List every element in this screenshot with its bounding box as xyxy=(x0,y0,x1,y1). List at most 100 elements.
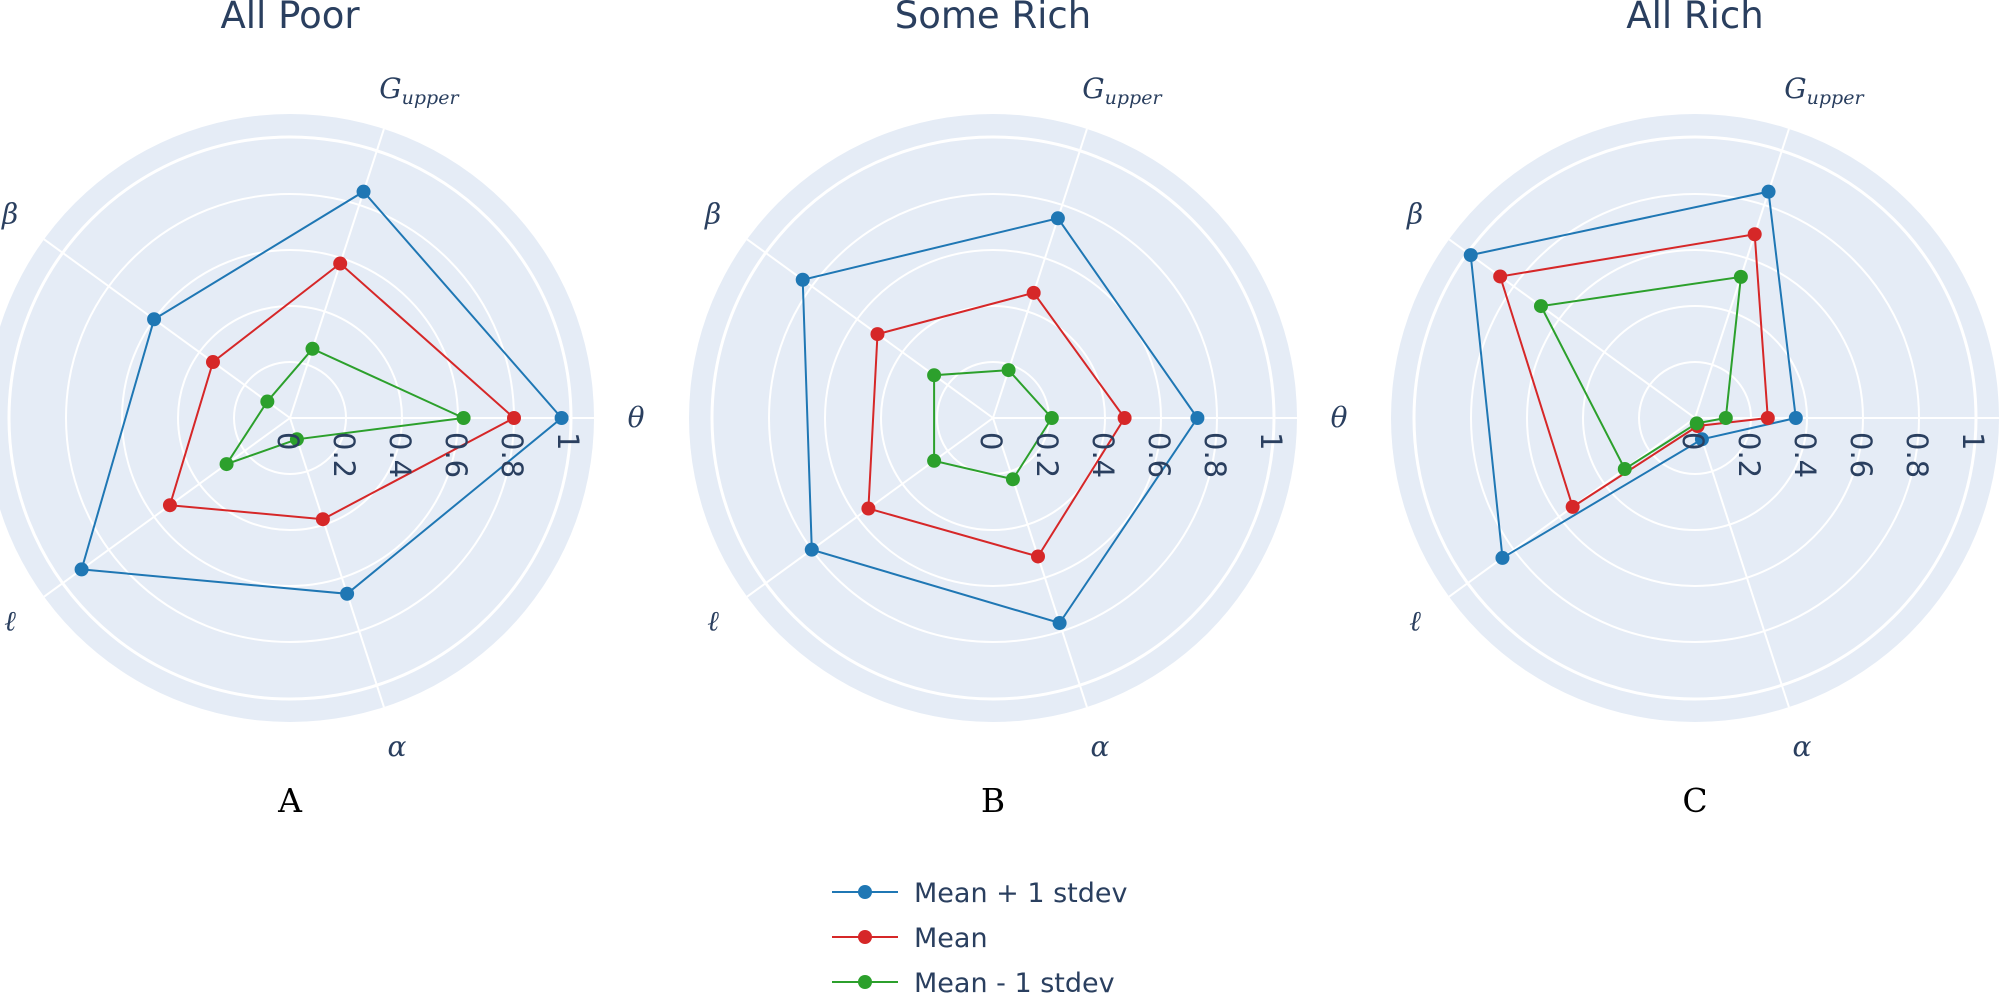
grid-spoke xyxy=(1694,417,1790,708)
data-point xyxy=(1463,248,1478,263)
data-point xyxy=(289,432,304,447)
series-line xyxy=(80,190,564,595)
legend-label: Mean xyxy=(914,923,988,954)
radar-panel-b: 0 0.2 0.4 0.6 0.8 1 θ Gupper β ℓ α Some Rich B xyxy=(689,0,1348,820)
data-point xyxy=(804,542,819,557)
data-point xyxy=(305,341,320,356)
tick-label: 0.8 xyxy=(1198,432,1232,478)
data-point xyxy=(1005,472,1020,487)
axis-label: ℓ xyxy=(4,604,16,637)
tick-label: 1 xyxy=(551,432,585,450)
tick-label: 0.6 xyxy=(1142,432,1176,478)
axis-label: α xyxy=(1090,730,1109,763)
chart-title: All Rich xyxy=(1626,0,1763,37)
data-point xyxy=(861,501,876,516)
data-point xyxy=(927,368,942,383)
chart-title: All Poor xyxy=(220,0,360,37)
data-point xyxy=(456,411,471,425)
data-point xyxy=(1533,299,1548,314)
grid-spoke xyxy=(43,238,291,419)
data-point xyxy=(1788,411,1803,425)
chart-panels: 0 0.2 0.4 0.6 0.8 1 θ Gupper β ℓ α All Poor A 0 0.2 0.4… xyxy=(0,0,2000,820)
series-line xyxy=(801,217,1199,625)
series-line xyxy=(1469,190,1797,560)
tick-label: 0.4 xyxy=(1086,432,1120,478)
data-point xyxy=(1050,211,1065,226)
data-point xyxy=(1733,269,1748,284)
axis-label: θ xyxy=(1331,401,1348,434)
tick-label: 0.6 xyxy=(1844,432,1878,478)
data-point xyxy=(1565,499,1580,514)
data-point xyxy=(554,411,569,425)
data-point xyxy=(1030,549,1045,564)
legend-item[interactable]: Mean + 1 stdev xyxy=(832,878,1128,909)
tick-label: 0.4 xyxy=(1788,432,1822,478)
grid-spoke xyxy=(746,238,994,419)
tick-label: 0.2 xyxy=(1732,432,1766,478)
panel-label: C xyxy=(1682,781,1707,820)
data-point xyxy=(356,184,371,199)
data-point xyxy=(1747,227,1762,242)
axis-label: ℓ xyxy=(1409,604,1421,637)
legend-swatch-marker xyxy=(858,975,872,989)
data-point xyxy=(1689,416,1704,431)
panel-label: A xyxy=(277,781,303,820)
data-point xyxy=(1694,432,1709,447)
axis-label: Gupper xyxy=(1082,72,1163,109)
tick-label: 0 xyxy=(1676,432,1710,450)
axis-label: α xyxy=(1792,730,1811,763)
grid-spoke xyxy=(1448,238,1696,419)
data-point xyxy=(1761,184,1776,199)
data-point xyxy=(147,312,162,327)
data-point xyxy=(315,512,330,527)
axis-label: Gupper xyxy=(379,72,460,109)
tick-label: 0.6 xyxy=(439,432,473,478)
data-point xyxy=(162,498,177,513)
data-point xyxy=(1001,363,1016,378)
grid-spoke xyxy=(289,417,385,708)
legend-label: Mean - 1 stdev xyxy=(914,968,1115,993)
data-point xyxy=(340,586,355,601)
chart-legend: Mean + 1 stdev Mean Mean - 1 stdev xyxy=(832,878,1128,993)
tick-label: 0.2 xyxy=(327,432,361,478)
data-point xyxy=(260,394,275,409)
data-point xyxy=(1718,411,1733,425)
axis-label: α xyxy=(387,730,406,763)
tick-label: 0 xyxy=(974,432,1008,450)
data-point xyxy=(219,457,234,472)
chart-title: Some Rich xyxy=(895,0,1091,37)
legend-item[interactable]: Mean - 1 stdev xyxy=(832,968,1115,993)
legend-swatch-marker xyxy=(858,885,872,899)
series-line xyxy=(933,369,1054,481)
axis-label: Gupper xyxy=(1784,72,1865,109)
tick-label: 0.8 xyxy=(1900,432,1934,478)
data-point xyxy=(1117,411,1132,425)
data-point xyxy=(1044,411,1059,425)
grid-spoke xyxy=(289,128,385,419)
radar-panel-a: 0 0.2 0.4 0.6 0.8 1 θ Gupper β ℓ α All Poor A xyxy=(0,0,645,820)
series-line xyxy=(168,262,516,521)
axis-label: β xyxy=(704,198,721,231)
legend-item[interactable]: Mean xyxy=(832,923,988,954)
data-point xyxy=(1052,616,1067,631)
tick-label: 0 xyxy=(271,432,305,450)
axis-label: θ xyxy=(628,401,645,434)
axis-label: β xyxy=(1,198,18,231)
data-point xyxy=(795,272,810,287)
data-point xyxy=(507,411,521,425)
data-point xyxy=(205,355,220,370)
legend-swatch-marker xyxy=(858,930,872,944)
data-point xyxy=(1190,411,1205,425)
axis-label: β xyxy=(1406,198,1423,231)
tick-label: 0.4 xyxy=(383,432,417,478)
series-line xyxy=(224,347,468,467)
data-point xyxy=(870,327,885,342)
tick-label: 0.2 xyxy=(1030,432,1064,478)
data-point xyxy=(74,562,89,577)
data-point xyxy=(1495,550,1510,565)
tick-label: 0.8 xyxy=(495,432,529,478)
panel-label: B xyxy=(981,781,1005,820)
data-point xyxy=(1617,462,1632,477)
legend-label: Mean + 1 stdev xyxy=(914,878,1128,909)
